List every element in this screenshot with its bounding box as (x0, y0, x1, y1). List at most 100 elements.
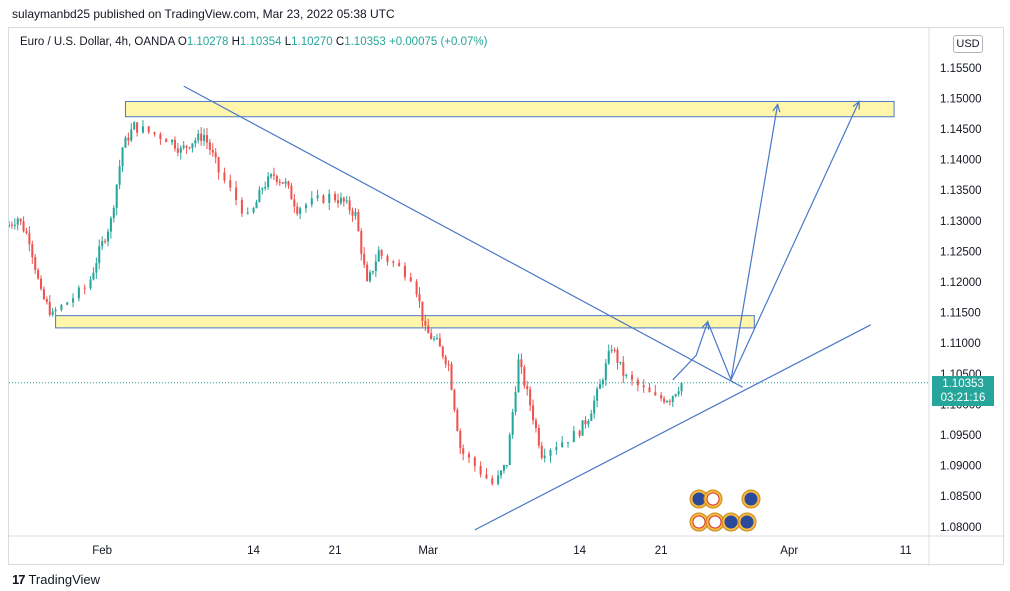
price-tick-label: 1.08000 (940, 522, 982, 534)
tradingview-brand-text: TradingView (28, 572, 101, 587)
price-tick-label: 1.12500 (940, 246, 982, 258)
candle-body (345, 200, 348, 202)
candle-body (136, 122, 139, 133)
candle-body (109, 218, 112, 232)
candle-body (590, 413, 593, 421)
currency-selector[interactable]: USD (953, 35, 983, 53)
candle-body (339, 197, 342, 204)
candle-body (421, 301, 424, 321)
candle-body (153, 132, 156, 135)
candle-body (255, 202, 258, 209)
candle-body (371, 271, 374, 273)
candle-body (555, 447, 558, 451)
candle-body (485, 474, 488, 479)
candle-body (124, 137, 127, 148)
descending-trendline (183, 85, 743, 388)
candle-body (473, 457, 476, 467)
candle-body (106, 231, 110, 242)
candle-body (386, 255, 389, 262)
candle-body (366, 264, 369, 282)
candle-body (310, 198, 313, 205)
us-flag-icon (692, 515, 706, 529)
eu-flag-icon (744, 492, 758, 506)
candle-body (357, 211, 360, 232)
candle-body (197, 133, 200, 141)
candle-body (392, 261, 395, 263)
candle-body (188, 147, 191, 149)
candle-body (211, 149, 214, 153)
candle-body (665, 401, 668, 403)
candle-body (427, 325, 430, 334)
legend-close-label: C (335, 36, 345, 48)
candle-body (619, 361, 622, 363)
candle-body (505, 464, 508, 466)
candle-body (584, 420, 587, 425)
candle-body (540, 445, 543, 458)
candle-body (19, 218, 22, 222)
candle-body (252, 208, 255, 213)
candle-body (281, 182, 284, 184)
candle-body (415, 281, 418, 295)
us-flag-icon (708, 515, 722, 529)
candle-body (479, 466, 482, 475)
candle-body (377, 250, 380, 262)
price-tick-label: 1.11000 (940, 338, 981, 350)
candle-body (467, 453, 471, 458)
candle-body (534, 420, 537, 428)
candle-body (517, 359, 520, 393)
candle-body (441, 346, 444, 357)
symbol-legend: Euro / U.S. Dollar, 4h, OANDA O1.10278 H… (20, 36, 487, 48)
time-tick-label: 21 (329, 545, 342, 557)
candle-body (179, 147, 182, 153)
candle-body (240, 199, 243, 214)
time-tick-label: 14 (573, 545, 586, 557)
candle-body (514, 392, 517, 413)
candle-body (130, 129, 133, 141)
candle-body (92, 272, 95, 280)
candle-body (54, 309, 57, 312)
projection-arrow-path (672, 104, 779, 383)
time-tick-label: Apr (780, 545, 798, 557)
eu-flag-icon (740, 515, 754, 529)
candle-body (660, 395, 663, 399)
candle-body (348, 200, 351, 211)
candle-body (549, 450, 552, 456)
candle-body (217, 157, 220, 173)
time-tick-label: 11 (900, 545, 912, 557)
candle-body (642, 385, 645, 388)
candle-body (191, 143, 194, 149)
price-tick-label: 1.08500 (940, 491, 982, 503)
legend-change: +0.00075 (+0.07%) (388, 36, 488, 48)
candle-body (322, 195, 325, 203)
candle-body (360, 231, 363, 254)
candle-body (171, 139, 174, 143)
candle-body (674, 394, 677, 397)
candle-body (491, 478, 494, 485)
projection-arrowhead (701, 320, 710, 330)
candle-body (450, 364, 453, 390)
tradingview-logo[interactable]: 17 TradingView (12, 572, 100, 587)
support-resistance-zone (55, 315, 755, 329)
candle-body (435, 338, 438, 340)
candle-body (520, 359, 523, 368)
candle-body (663, 398, 666, 403)
candle-body (304, 204, 307, 209)
projection-arrowhead (852, 100, 860, 110)
candle-body (459, 430, 462, 449)
candle-body (403, 265, 406, 278)
candle-body (532, 405, 535, 421)
price-tick-label: 1.14500 (940, 124, 982, 136)
candle-body (115, 184, 118, 208)
chart-frame[interactable]: 1.080001.085001.090001.095001.100001.105… (8, 27, 1005, 566)
candle-body (77, 287, 80, 299)
legend-open-label: O (177, 36, 187, 48)
candle-body (9, 224, 11, 227)
candle-body (502, 465, 505, 471)
candle-body (526, 385, 529, 390)
candlestick-chart[interactable]: 1.080001.085001.090001.095001.100001.105… (9, 28, 1005, 566)
candle-body (229, 180, 232, 188)
candle-body (508, 434, 511, 465)
candle-body (610, 349, 613, 352)
candle-body (648, 387, 651, 393)
candle-body (223, 172, 226, 181)
